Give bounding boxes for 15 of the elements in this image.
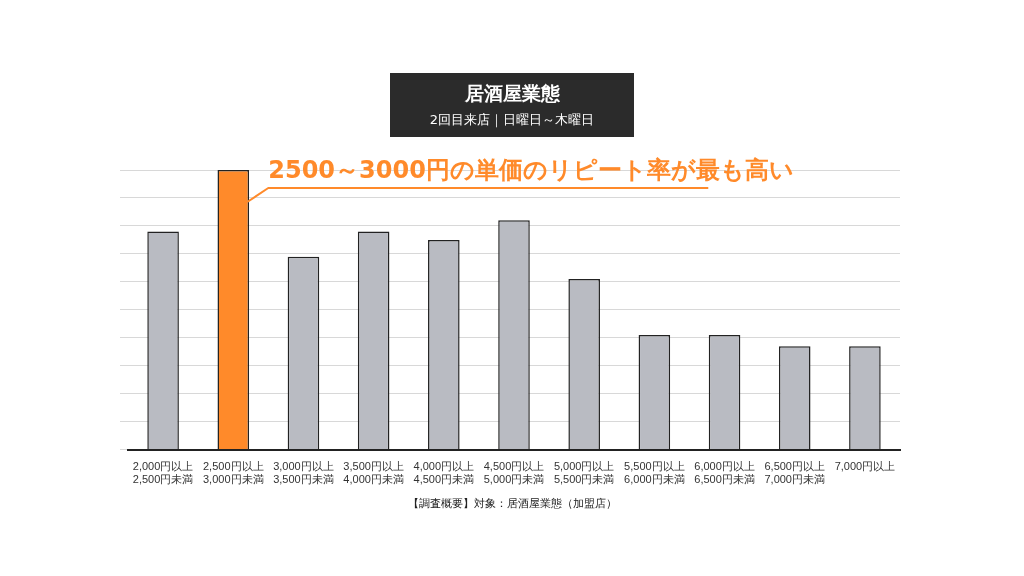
x-tick-label: 7,000円以上 xyxy=(834,460,896,473)
x-tick-label: 4,000円以上 4,500円未満 xyxy=(413,460,475,486)
x-tick-label: 2,500円以上 3,000円未満 xyxy=(203,460,264,486)
x-tick-label: 2,000円以上 2,500円未満 xyxy=(132,460,194,486)
x-tick-label: 3,000円以上 3,500円未満 xyxy=(273,460,334,486)
chart-subtitle: 2回目来店｜日曜日～木曜日 xyxy=(428,111,596,129)
x-tick-label: 6,500円以上 7,000円未満 xyxy=(764,460,825,486)
x-tick-label: 6,000円以上 6,500円未満 xyxy=(694,460,755,486)
text: 【調査概要】対象：居酒屋業態（加盟店） xyxy=(406,496,618,511)
x-tick-label: 5,000円以上 5,500円未満 xyxy=(553,460,615,486)
annotation: 2500～3000円の単価のリピート率が最も高い xyxy=(268,156,794,185)
x-tick-label: 4,500円以上 5,000円未満 xyxy=(483,460,545,486)
chart-title: 居酒屋業態 xyxy=(463,81,561,106)
x-tick-label: 5,500円以上 6,000円未満 xyxy=(624,460,685,486)
x-tick-label: 3,500円以上 4,000円未満 xyxy=(343,460,404,486)
